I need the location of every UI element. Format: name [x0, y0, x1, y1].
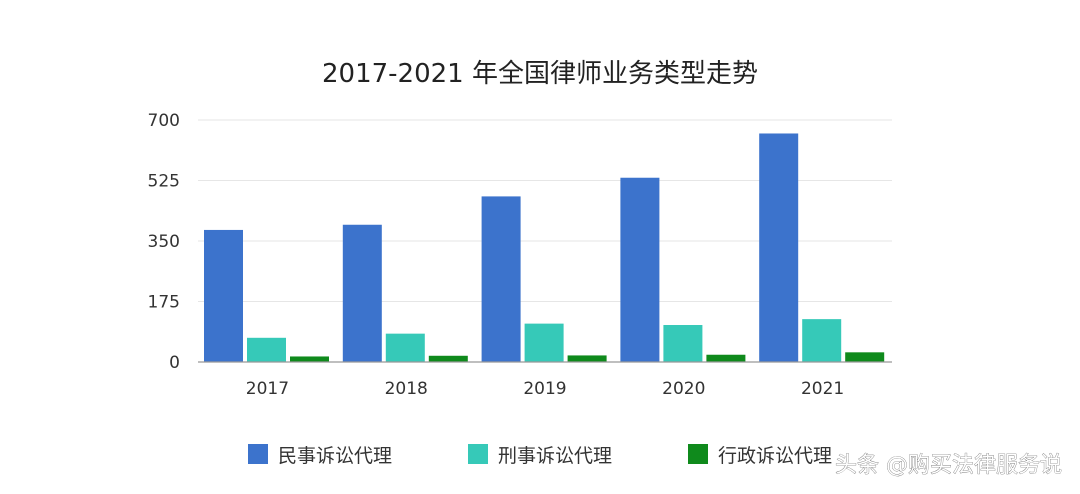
bar [802, 319, 842, 362]
legend-label: 民事诉讼代理 [278, 445, 392, 467]
watermark-text: 头条 @购买法律服务说 [835, 453, 1062, 478]
x-tick-label: 2017 [246, 379, 289, 399]
y-tick-label: 525 [148, 172, 180, 192]
x-tick-label: 2020 [662, 379, 705, 399]
bar [385, 333, 425, 362]
bar [663, 325, 703, 362]
bar [759, 133, 799, 362]
bar [247, 337, 286, 362]
y-axis-ticks: 0 175 350 525 700 [148, 111, 180, 373]
y-tick-label: 700 [148, 111, 180, 131]
x-axis-ticks: 2017 2018 2019 2020 2021 [246, 379, 844, 399]
legend-label: 行政诉讼代理 [718, 445, 832, 467]
legend-swatch [688, 444, 708, 464]
bar [845, 352, 885, 362]
x-tick-label: 2018 [385, 379, 428, 399]
bar [567, 355, 607, 362]
bar [524, 323, 564, 362]
bars [204, 133, 885, 362]
legend-label: 刑事诉讼代理 [498, 445, 612, 467]
x-tick-label: 2021 [801, 379, 844, 399]
legend: 民事诉讼代理 刑事诉讼代理 行政诉讼代理 [248, 444, 832, 467]
bar [620, 177, 660, 362]
bar [481, 196, 521, 362]
y-tick-label: 175 [148, 293, 180, 313]
legend-swatch [468, 444, 488, 464]
bar [204, 229, 243, 362]
y-tick-label: 0 [169, 353, 180, 373]
bar [290, 356, 329, 362]
bar [706, 354, 746, 362]
chart-title: 2017-2021 年全国律师业务类型走势 [322, 59, 758, 89]
bar [342, 224, 382, 362]
bar [428, 355, 468, 362]
legend-swatch [248, 444, 268, 464]
x-tick-label: 2019 [523, 379, 566, 399]
y-tick-label: 350 [148, 232, 180, 252]
